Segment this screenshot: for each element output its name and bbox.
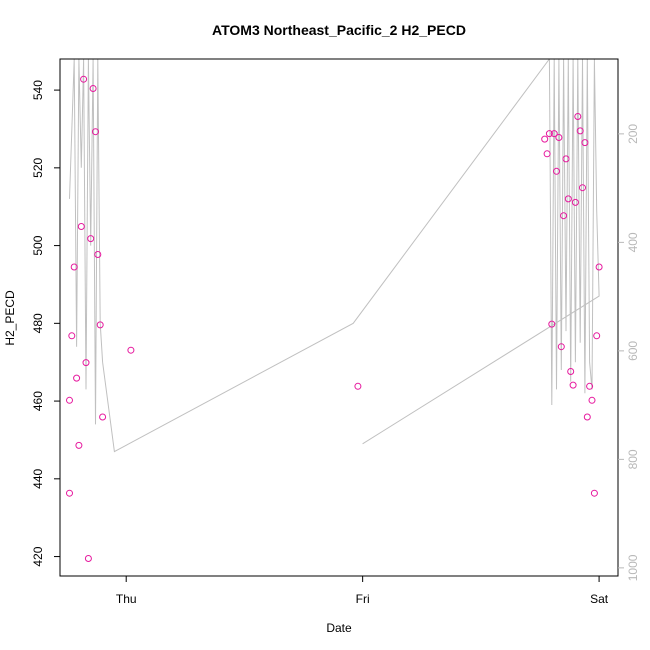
y-tick-label: 440	[31, 468, 45, 488]
data-point	[557, 343, 565, 351]
data-point	[127, 346, 135, 354]
data-point	[545, 130, 553, 138]
chart-title: ATOM3 Northeast_Pacific_2 H2_PECD	[212, 22, 466, 38]
y-tick-label: 540	[31, 80, 45, 100]
data-point	[66, 396, 73, 404]
data-point	[562, 155, 570, 163]
data-point	[581, 139, 589, 147]
data-point	[564, 195, 572, 203]
y-tick-label: 480	[31, 313, 45, 333]
data-point	[588, 396, 596, 404]
y2-tick-label: 1000	[626, 554, 640, 581]
plot-frame	[59, 58, 619, 577]
y-axis-label: H2_PECD	[3, 290, 17, 346]
data-point	[68, 332, 76, 340]
y-tick-label: 460	[31, 391, 45, 411]
x-tick-label: Fri	[356, 592, 370, 606]
y2-tick-label: 600	[626, 341, 640, 361]
x-axis-label: Date	[326, 621, 352, 635]
series-line	[69, 59, 600, 453]
data-point	[586, 382, 594, 390]
data-points	[66, 75, 603, 562]
y-tick-label: 500	[31, 235, 45, 255]
data-point	[92, 128, 99, 136]
data-point	[94, 251, 102, 258]
data-point	[569, 381, 577, 389]
data-point	[567, 368, 575, 375]
x-tick-label: Sat	[590, 592, 609, 606]
data-point	[66, 489, 73, 497]
y2-tick-label: 800	[626, 449, 640, 469]
y2-tick-label: 400	[626, 232, 640, 252]
x-axis: Thu Fri Sat	[116, 576, 609, 606]
data-point	[89, 85, 97, 92]
data-point	[82, 359, 90, 367]
y-tick-label: 520	[31, 157, 45, 177]
data-point	[77, 223, 85, 230]
data-point	[543, 150, 551, 158]
data-point	[70, 263, 78, 271]
right-axis: 200 400 600 800 1000	[618, 124, 640, 581]
data-point	[576, 127, 584, 135]
data-point	[73, 374, 81, 382]
data-point	[550, 130, 558, 138]
data-point	[595, 263, 603, 271]
data-point	[87, 235, 95, 243]
data-point	[548, 320, 556, 328]
data-line	[69, 59, 600, 453]
data-point	[354, 382, 362, 390]
data-point	[555, 134, 563, 141]
data-point	[84, 555, 92, 562]
y-axis: 420 440 460 480 500 520 540	[31, 80, 60, 567]
data-point	[96, 321, 104, 329]
data-point	[574, 113, 582, 120]
x-tick-label: Thu	[116, 592, 137, 606]
data-point	[560, 212, 568, 220]
data-point	[80, 75, 88, 83]
data-point	[593, 332, 601, 340]
data-point	[75, 441, 83, 449]
data-point	[590, 489, 598, 497]
data-point	[583, 413, 591, 421]
y-tick-label: 420	[31, 546, 45, 566]
data-point	[579, 184, 586, 192]
y2-tick-label: 200	[626, 124, 640, 144]
data-point	[571, 198, 579, 206]
data-point	[541, 135, 549, 143]
data-point	[553, 167, 560, 175]
data-point	[99, 413, 107, 421]
